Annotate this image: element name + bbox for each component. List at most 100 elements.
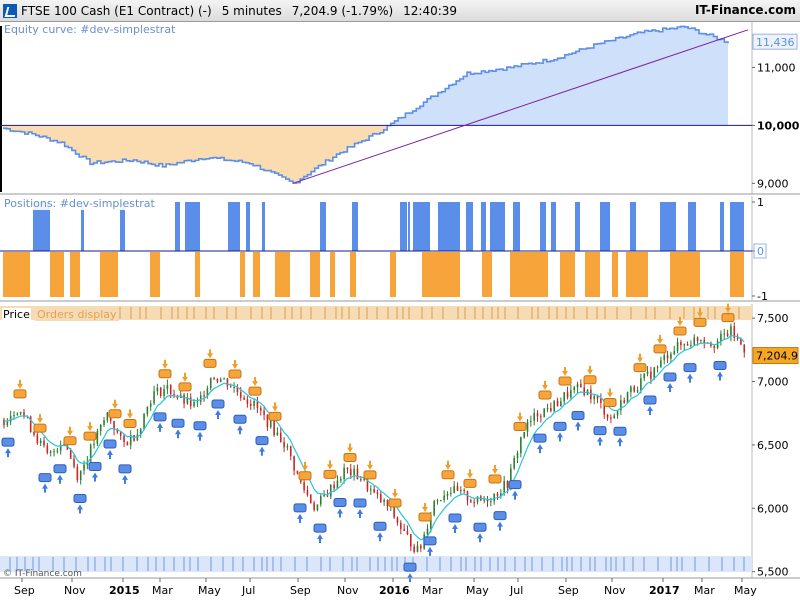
- sell-arrow-icon: [67, 426, 73, 436]
- long-position-bar: [120, 202, 125, 251]
- positions-pane[interactable]: 1 0 -1: [0, 196, 800, 303]
- chart-canvas[interactable]: 9,000 10,000 11,000 11,436 1 0 -1 5,500 6,000 6…: [0, 22, 800, 600]
- buy-order-marker: [333, 497, 347, 507]
- short-position-bar: [3, 252, 30, 297]
- price-candle-body: [33, 431, 35, 435]
- price-candle-body: [520, 437, 522, 454]
- price-candle-body: [553, 400, 555, 412]
- price-candle-body: [49, 451, 52, 453]
- equity-pane[interactable]: 9,000 10,000 11,000 11,436: [0, 22, 800, 195]
- short-position-bar: [70, 252, 80, 297]
- buy-order-marker: [713, 361, 727, 371]
- price-candle-body: [229, 386, 232, 388]
- time-axis-label: 2016: [379, 584, 410, 597]
- buy-arrow-icon: [317, 534, 323, 544]
- time-axis-label: Nov: [337, 584, 359, 597]
- price-candle-body: [253, 401, 255, 406]
- price-candle-body: [203, 395, 205, 397]
- price-candle-body: [656, 366, 659, 368]
- price-candle-body: [23, 412, 25, 416]
- buy-order-marker: [553, 421, 567, 431]
- time-axis-label: May: [734, 584, 757, 597]
- sell-arrow-icon: [697, 308, 703, 318]
- price-candle-body: [99, 424, 102, 432]
- sell-arrow-icon: [467, 469, 473, 479]
- price-candle-body: [19, 412, 22, 414]
- sell-order-marker: [418, 512, 432, 522]
- price-candle-body: [426, 528, 429, 535]
- short-position-bar: [330, 252, 335, 297]
- price-pane[interactable]: [0, 303, 800, 583]
- positions-pane-label[interactable]: Positions: #dev-simplestrat: [2, 197, 157, 210]
- price-candle-body: [663, 355, 666, 361]
- buy-order-marker: [643, 395, 657, 405]
- price-candle-body: [83, 464, 85, 471]
- price-candle-body: [410, 534, 412, 547]
- equity-pane-label[interactable]: Equity curve: #dev-simplestrat: [2, 23, 178, 36]
- price-candle-body: [93, 443, 95, 445]
- buy-arrow-icon: [597, 436, 603, 446]
- price-candle-body: [616, 410, 619, 416]
- buy-order-marker: [1, 437, 15, 447]
- sell-order-marker: [513, 421, 527, 431]
- timeframe[interactable]: 5 minutes: [221, 3, 282, 18]
- long-position-bar: [262, 202, 265, 251]
- price-candle-body: [613, 415, 616, 419]
- price-candle-body: [136, 434, 139, 441]
- short-position-bar: [612, 252, 618, 297]
- price-candle-body: [460, 490, 462, 492]
- price-candle-body: [720, 333, 722, 342]
- positions-y-tick-label: 1: [757, 196, 764, 209]
- buy-order-marker: [211, 399, 225, 409]
- price-pane-label[interactable]: Price: [2, 308, 31, 321]
- buy-order-marker: [663, 372, 677, 382]
- price-candle-body: [743, 344, 746, 353]
- price-candle-body: [533, 413, 535, 421]
- price-candle-body: [510, 468, 512, 489]
- price-candle-body: [516, 453, 519, 459]
- price-candle-body: [149, 403, 152, 407]
- long-position-bar: [33, 202, 50, 251]
- price-candle-body: [153, 391, 155, 404]
- price-candle-body: [700, 339, 702, 342]
- buy-arrow-icon: [57, 474, 63, 484]
- sell-arrow-icon: [725, 303, 731, 313]
- price-candle-body: [693, 337, 696, 346]
- short-position-bar: [560, 252, 575, 297]
- price-candle-body: [416, 545, 419, 552]
- buy-arrow-icon: [687, 373, 693, 383]
- price-candle-body: [259, 407, 262, 411]
- price-candle-body: [366, 478, 369, 491]
- price-candle-body: [343, 467, 345, 480]
- sell-arrow-icon: [367, 460, 373, 470]
- buy-order-marker: [571, 411, 585, 421]
- price-candle-body: [126, 442, 129, 446]
- price-candle-body: [406, 530, 409, 535]
- orders-display-label[interactable]: Orders display: [35, 308, 119, 321]
- buy-arrow-icon: [617, 437, 623, 447]
- sell-order-marker: [63, 436, 77, 446]
- sell-order-marker: [298, 471, 312, 481]
- brand-name: IT-Finance.com: [694, 3, 796, 17]
- price-candle-body: [349, 469, 352, 476]
- short-position-bar: [195, 252, 200, 297]
- sell-order-marker: [558, 376, 572, 386]
- last-price-tag: [752, 347, 799, 365]
- long-position-bar: [400, 202, 407, 251]
- short-position-bar: [240, 252, 245, 297]
- sell-arrow-icon: [252, 377, 258, 387]
- price-candle-body: [29, 416, 32, 432]
- price-candle-body: [286, 446, 289, 448]
- price-candle-body: [523, 432, 525, 438]
- time-axis-label: Mar: [152, 584, 173, 597]
- buy-order-marker: [613, 426, 627, 436]
- sell-order-marker: [388, 498, 402, 508]
- sell-arrow-icon: [392, 488, 398, 498]
- price-candle-body: [420, 545, 422, 549]
- buy-arrow-icon: [497, 521, 503, 531]
- price-candle-body: [400, 522, 402, 529]
- price-candle-body: [53, 451, 55, 453]
- price-candle-body: [319, 496, 322, 505]
- price-candle-body: [59, 445, 62, 451]
- buy-order-marker: [293, 503, 307, 513]
